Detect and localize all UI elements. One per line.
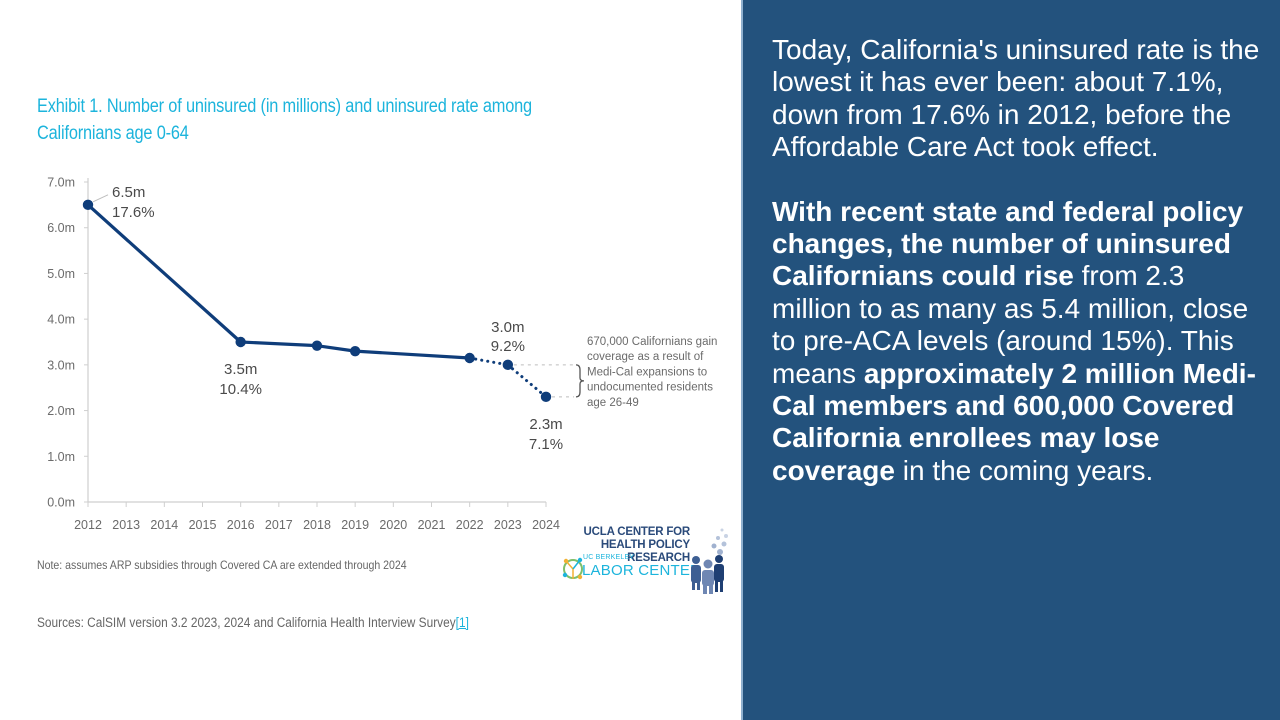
x-tick-label: 2022 — [456, 518, 484, 532]
summary-text-1: from 2.3 million to as many as 5.4 milli… — [772, 260, 1249, 389]
x-tick-label: 2016 — [227, 518, 255, 532]
projected-line-segment — [506, 363, 548, 399]
data-label-value: 3.0m — [491, 319, 524, 336]
y-tick-label: 2.0m — [47, 404, 75, 418]
data-labels: 6.5m 17.6% 3.5m 10.4% 3.0m 9.2% 2.3m 7.1% — [92, 184, 563, 453]
series-lines — [86, 203, 548, 399]
x-axis-ticks: 2012 2013 2014 2015 2016 2017 2018 2019 2020 2021… — [74, 502, 560, 532]
data-label-rate: 17.6% — [112, 204, 155, 221]
summary-bold-2: approximately 2 million Medi-Cal members… — [772, 357, 1256, 486]
data-label-leader — [92, 194, 109, 203]
x-tick-label: 2021 — [418, 518, 446, 532]
x-tick-label: 2023 — [494, 518, 522, 532]
x-tick-label: 2014 — [150, 518, 178, 532]
data-label-rate: 10.4% — [219, 381, 262, 398]
x-tick-label: 2019 — [341, 518, 369, 532]
ucla-logo-text: UCLA CENTER FOR HEALTH POLICY RESEARCH — [560, 526, 691, 565]
data-label-rate: 7.1% — [529, 436, 563, 453]
summary-panel: Today, California's uninsured rate is th… — [741, 0, 1280, 720]
summary-paragraph-2: With recent state and federal policy cha… — [772, 196, 1262, 488]
summary-text: Today, California's uninsured rate is th… — [772, 34, 1262, 487]
annotation-text-line: age 26-49 — [587, 397, 639, 409]
sources-footnote-link[interactable]: [1] — [455, 615, 469, 630]
line-segment — [86, 203, 243, 344]
data-point — [82, 199, 94, 211]
y-tick-label: 1.0m — [47, 450, 75, 464]
line-segment — [315, 344, 357, 353]
annotation-text-line: undocumented residents — [587, 382, 713, 394]
chart-sources: Sources: CalSIM version 3.2 2023, 2024 a… — [37, 615, 469, 630]
labor-center-small-text: UC BERKELEY — [583, 554, 635, 561]
y-tick-label: 4.0m — [47, 313, 75, 327]
projected-line-segment — [468, 356, 510, 367]
annotation-text-line: Medi-Cal expansions to — [587, 366, 707, 378]
y-tick-label: 0.0m — [47, 496, 75, 510]
line-chart: 0.0m1.0m2.0m3.0m4.0m5.0m6.0m7.0m 2012 201… — [47, 176, 717, 533]
annotation-text-line: coverage as a result of — [587, 351, 704, 363]
y-axis-ticks: 0.0m 1.0m 2.0m 3.0m 4.0m 5.0m 6.0m 7.0m — [47, 176, 88, 510]
data-point — [349, 345, 361, 357]
y-tick-label: 7.0m — [47, 176, 75, 190]
x-tick-label: 2017 — [265, 518, 293, 532]
chart-note: Note: assumes ARP subsidies through Cove… — [37, 558, 407, 572]
x-tick-label: 2018 — [303, 518, 331, 532]
summary-paragraph-1: Today, California's uninsured rate is th… — [772, 34, 1260, 163]
annotation-bracket — [575, 364, 585, 398]
chart-title: Exhibit 1. Number of uninsured (in milli… — [37, 96, 532, 144]
data-label-rate: 9.2% — [491, 338, 525, 355]
x-tick-label: 2020 — [379, 518, 407, 532]
x-tick-label: 2013 — [112, 518, 140, 532]
data-point — [464, 352, 475, 364]
chart-area: Exhibit 1. Number of uninsured (in milli… — [37, 96, 730, 630]
data-label-value: 6.5m — [112, 184, 145, 201]
data-label-value: 2.3m — [529, 416, 562, 433]
series-points — [82, 199, 552, 403]
sources-text: Sources: CalSIM version 3.2 2023, 2024 a… — [37, 615, 456, 630]
x-tick-label: 2024 — [532, 518, 560, 532]
annotation-text-line: 670,000 Californians gain — [587, 336, 717, 348]
people-group-icon — [691, 528, 728, 594]
data-point — [540, 391, 552, 403]
summary-text-2: in the coming years. — [894, 454, 1154, 486]
annotation: 670,000 Californians gain coverage as a r… — [513, 336, 717, 409]
labor-center-logo-icon — [562, 557, 583, 580]
partner-logos: UCLA CENTER FOR HEALTH POLICY RESEARCH U… — [560, 524, 730, 594]
x-tick-label: 2015 — [189, 518, 217, 532]
ucla-logo-line2: HEALTH POLICY RESEARCH — [600, 539, 690, 564]
y-tick-label: 3.0m — [47, 358, 75, 372]
line-segment — [353, 349, 472, 360]
data-point — [502, 359, 514, 371]
x-tick-label: 2012 — [74, 518, 102, 532]
data-point — [311, 340, 323, 351]
y-tick-label: 6.0m — [47, 221, 75, 235]
y-tick-label: 5.0m — [47, 267, 75, 281]
data-label-value: 3.5m — [224, 361, 257, 378]
labor-center-text: LABOR CENTER — [582, 562, 702, 579]
ucla-logo-line1: UCLA CENTER FOR — [583, 526, 691, 538]
line-segment — [239, 340, 319, 348]
summary-bold-1: With recent state and federal policy cha… — [772, 195, 1244, 292]
axes — [87, 178, 546, 503]
data-point — [235, 336, 246, 348]
